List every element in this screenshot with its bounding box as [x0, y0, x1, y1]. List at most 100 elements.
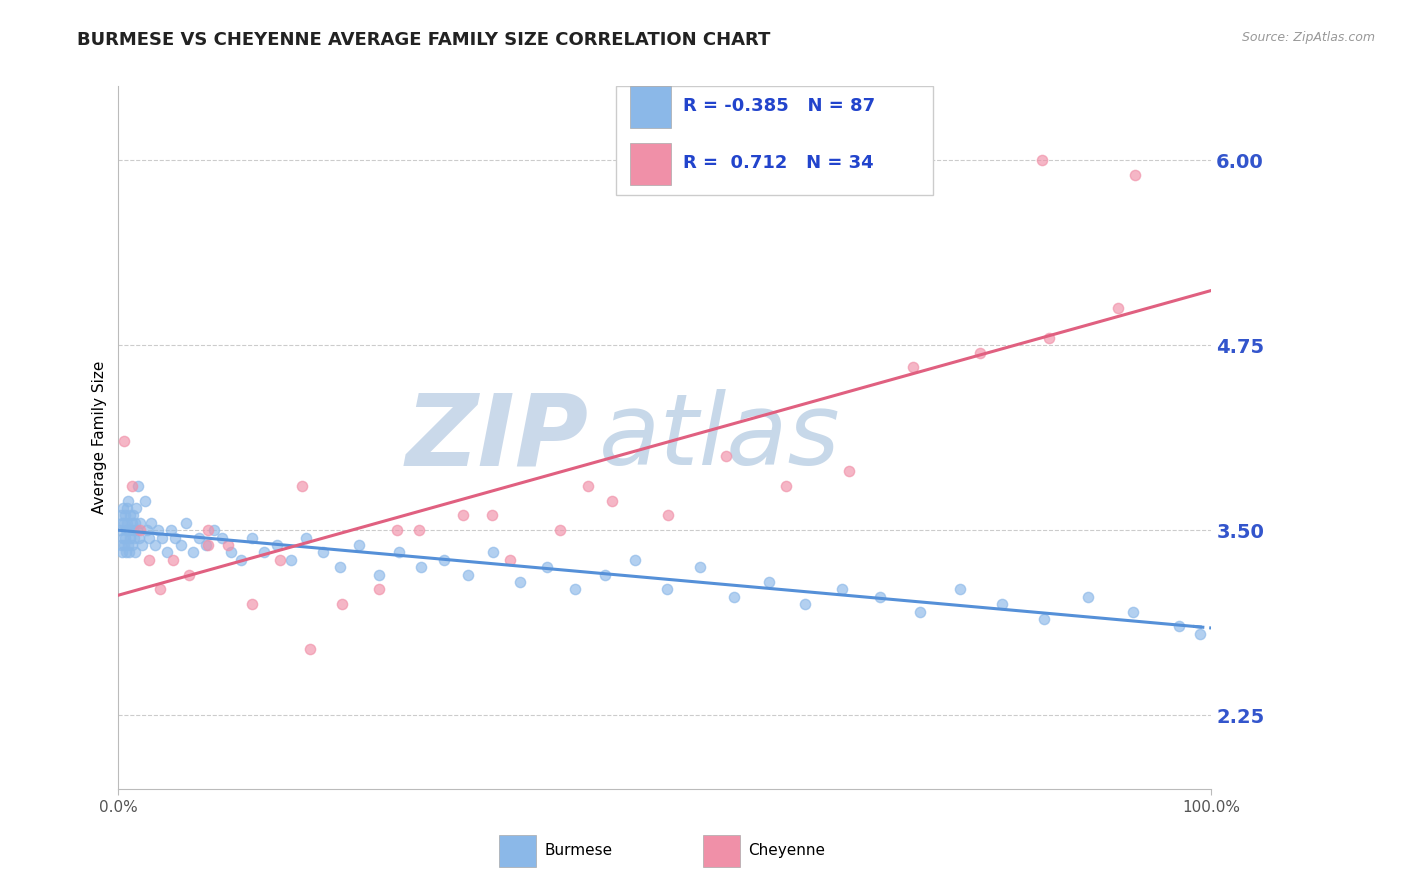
Point	[125, 501, 148, 516]
Point	[170, 538, 193, 552]
Point	[837, 464, 859, 478]
Point	[202, 523, 225, 537]
Text: Source: ZipAtlas.com: Source: ZipAtlas.com	[1241, 31, 1375, 45]
Y-axis label: Average Family Size: Average Family Size	[93, 361, 107, 515]
Point	[112, 538, 135, 552]
Point	[138, 531, 160, 545]
Point	[758, 574, 780, 589]
Point	[124, 545, 146, 559]
Point	[194, 538, 217, 552]
Point	[165, 531, 187, 545]
Point	[111, 516, 134, 530]
Point	[117, 493, 139, 508]
Point	[118, 545, 141, 559]
Point	[108, 523, 131, 537]
Point	[329, 560, 352, 574]
Point	[211, 531, 233, 545]
Point	[197, 523, 219, 537]
Point	[1122, 605, 1144, 619]
Point	[253, 545, 276, 559]
Point	[112, 434, 135, 449]
Point	[269, 553, 291, 567]
Point	[240, 597, 263, 611]
Point	[131, 538, 153, 552]
Point	[280, 553, 302, 567]
Point	[312, 545, 335, 559]
Point	[969, 345, 991, 359]
Point	[160, 523, 183, 537]
Point	[949, 582, 972, 597]
Point	[908, 605, 931, 619]
Point	[114, 531, 136, 545]
Point	[112, 516, 135, 530]
Point	[1031, 153, 1053, 168]
Point	[121, 479, 143, 493]
Point	[240, 531, 263, 545]
Text: ZIP: ZIP	[405, 389, 588, 486]
Point	[111, 501, 134, 516]
Point	[388, 545, 411, 559]
Point	[122, 531, 145, 545]
Point	[134, 493, 156, 508]
Text: R = -0.385   N = 87: R = -0.385 N = 87	[683, 97, 876, 115]
Point	[125, 523, 148, 537]
Point	[367, 567, 389, 582]
Point	[121, 516, 143, 530]
Point	[332, 597, 354, 611]
Point	[129, 516, 152, 530]
Point	[174, 516, 197, 530]
Point	[128, 531, 150, 545]
Point	[162, 553, 184, 567]
Point	[127, 479, 149, 493]
Text: atlas: atlas	[599, 389, 841, 486]
Point	[408, 523, 430, 537]
Point	[219, 545, 242, 559]
Point	[266, 538, 288, 552]
Point	[143, 538, 166, 552]
Point	[295, 531, 318, 545]
Point	[298, 641, 321, 656]
Point	[141, 516, 163, 530]
Point	[111, 531, 134, 545]
Point	[115, 516, 138, 530]
Point	[990, 597, 1012, 611]
Point	[385, 523, 408, 537]
Point	[150, 531, 173, 545]
Point	[121, 523, 143, 537]
Point	[146, 523, 169, 537]
Point	[347, 538, 370, 552]
Point	[536, 560, 558, 574]
Point	[869, 590, 891, 604]
Point	[149, 582, 172, 597]
Point	[129, 523, 152, 537]
Point	[576, 479, 599, 493]
Point	[689, 560, 711, 574]
Point	[655, 582, 678, 597]
Point	[564, 582, 586, 597]
Point	[1038, 331, 1060, 345]
Point	[367, 582, 389, 597]
Point	[138, 553, 160, 567]
Point	[509, 574, 531, 589]
Point	[482, 545, 505, 559]
Point	[901, 360, 924, 375]
FancyBboxPatch shape	[616, 87, 932, 195]
Point	[624, 553, 647, 567]
Point	[188, 531, 211, 545]
Point	[481, 508, 503, 523]
Point	[217, 538, 239, 552]
Point	[118, 523, 141, 537]
Point	[179, 567, 201, 582]
Point	[135, 523, 157, 537]
Point	[110, 508, 132, 523]
Point	[411, 560, 433, 574]
Point	[121, 508, 143, 523]
Point	[1123, 168, 1146, 182]
Point	[111, 545, 134, 559]
Point	[793, 597, 815, 611]
Point	[115, 545, 138, 559]
Point	[121, 538, 143, 552]
Point	[117, 538, 139, 552]
Point	[831, 582, 853, 597]
Text: Burmese: Burmese	[544, 844, 612, 858]
